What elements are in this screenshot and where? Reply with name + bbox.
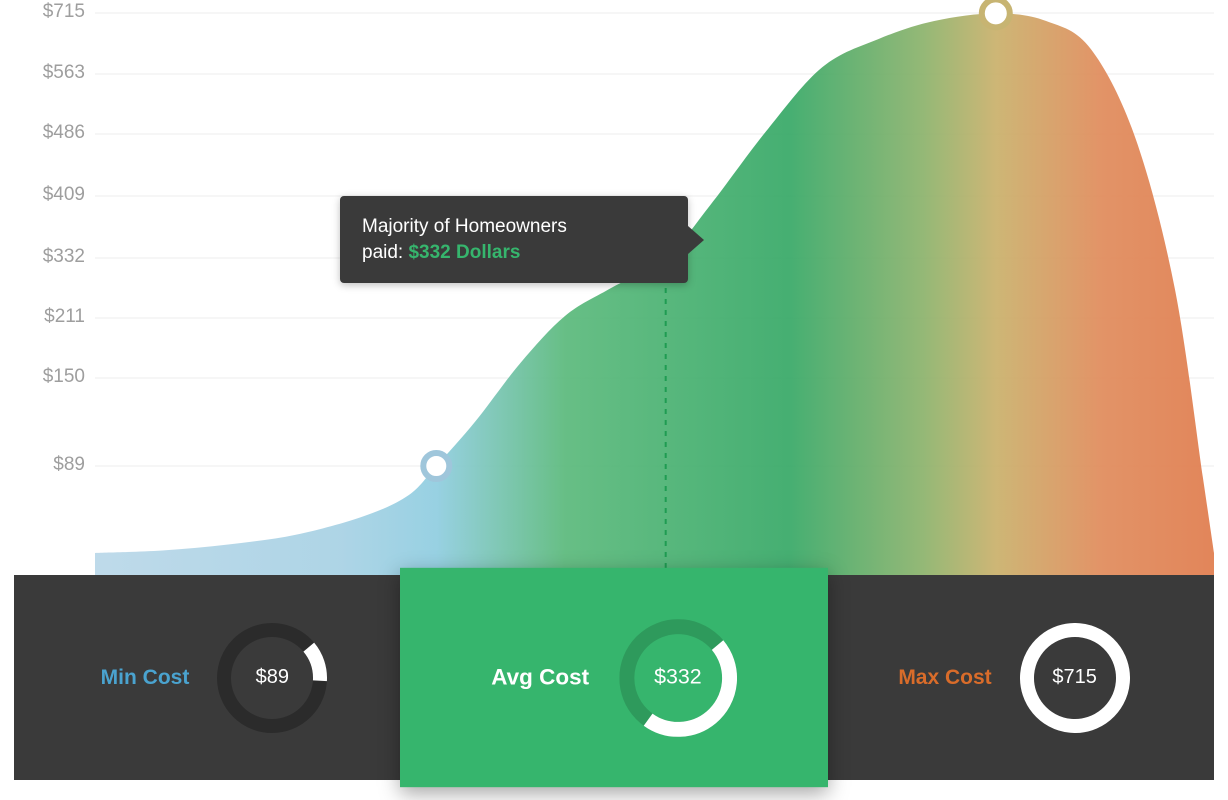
tooltip-highlight: $332 Dollars bbox=[408, 242, 520, 263]
avg-cost-value: $332 bbox=[619, 619, 737, 737]
y-tick-label: $332 bbox=[25, 246, 85, 268]
tooltip-prefix: paid: bbox=[362, 242, 408, 263]
tooltip-line1: Majority of Homeowners bbox=[362, 214, 666, 240]
min-cost-card: Min Cost $89 bbox=[14, 575, 414, 780]
y-tick-label: $89 bbox=[25, 454, 85, 476]
min-cost-donut: $89 bbox=[217, 623, 327, 733]
max-cost-label: Max Cost bbox=[898, 666, 991, 690]
min-cost-label: Min Cost bbox=[101, 666, 190, 690]
max-cost-value: $715 bbox=[1020, 623, 1130, 733]
avg-cost-card: Avg Cost $332 bbox=[400, 568, 828, 787]
tooltip-arrow-icon bbox=[688, 226, 704, 254]
y-tick-label: $409 bbox=[25, 184, 85, 206]
avg-cost-label: Avg Cost bbox=[491, 665, 589, 691]
y-tick-label: $563 bbox=[25, 62, 85, 84]
summary-cards: Min Cost $89 Avg Cost $332 Max Cost $715 bbox=[14, 575, 1214, 780]
avg-cost-donut: $332 bbox=[619, 619, 737, 737]
y-tick-label: $486 bbox=[25, 122, 85, 144]
avg-cost-tooltip: Majority of Homeowners paid: $332 Dollar… bbox=[340, 196, 688, 283]
max-cost-card: Max Cost $715 bbox=[814, 575, 1214, 780]
y-tick-label: $715 bbox=[25, 1, 85, 23]
y-tick-label: $150 bbox=[25, 366, 85, 388]
y-tick-label: $211 bbox=[25, 306, 85, 328]
tooltip-line2: paid: $332 Dollars bbox=[362, 240, 666, 266]
max-cost-donut: $715 bbox=[1020, 623, 1130, 733]
min-cost-value: $89 bbox=[217, 623, 327, 733]
cost-distribution-chart: $715 $563 $486 $409 $332 $211 $150 $89 Majority… bbox=[0, 0, 1228, 800]
